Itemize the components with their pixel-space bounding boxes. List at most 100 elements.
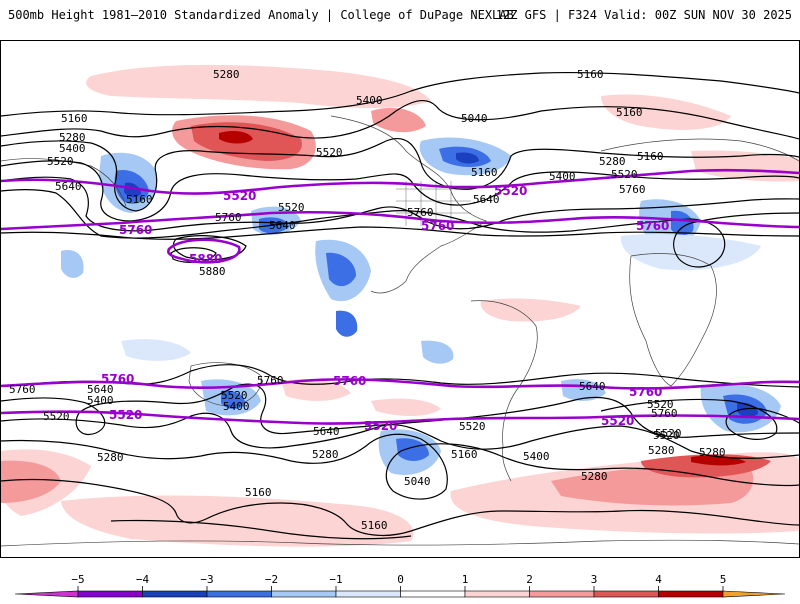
colorbar-segment bbox=[335, 590, 401, 598]
key-contour-label: 5760 bbox=[119, 223, 152, 237]
colorbar-segment bbox=[658, 590, 724, 598]
colorbar-segment bbox=[529, 590, 595, 598]
anomaly-region bbox=[691, 150, 799, 182]
key-contour-label: 5520 bbox=[601, 414, 634, 428]
contour-label: 5160 bbox=[245, 486, 272, 499]
height-contour bbox=[1, 412, 799, 459]
contour-label: 5400 bbox=[356, 94, 383, 107]
key-contour-label: 5520 bbox=[223, 189, 256, 203]
anomaly-region bbox=[396, 438, 429, 461]
key-contour-labels: 5520 5520 5760 5760 5760 5880 5760 5760 … bbox=[101, 184, 669, 433]
contour-label: 5400 bbox=[59, 142, 86, 155]
anomaly-region bbox=[601, 94, 731, 130]
contour-label: 5520 bbox=[47, 155, 74, 168]
coastline-australia bbox=[188, 362, 262, 407]
anomaly-region bbox=[61, 495, 414, 547]
contour-label: 5400 bbox=[223, 400, 250, 413]
contour-label: 5280 bbox=[213, 68, 240, 81]
colorbar-segment bbox=[77, 590, 143, 598]
anomaly-region bbox=[480, 298, 581, 322]
contour-label: 5520 bbox=[316, 146, 343, 159]
colorbar-segment bbox=[14, 590, 79, 598]
contour-label: 5280 bbox=[699, 446, 726, 459]
height-contour bbox=[170, 247, 217, 263]
colorbar-segment bbox=[400, 590, 466, 598]
contour-label: 5160 bbox=[361, 519, 388, 532]
model-run-info: 12Z GFS | F324 Valid: 00Z SUN NOV 30 202… bbox=[495, 8, 792, 22]
contour-label: 5520 bbox=[221, 389, 248, 402]
anomaly-region bbox=[1, 460, 61, 503]
height-contour bbox=[172, 235, 247, 261]
contour-label: 5640 bbox=[87, 383, 114, 396]
colorbar-segment bbox=[464, 590, 530, 598]
colorbar-tick-label: 1 bbox=[462, 573, 469, 586]
contour-label: 5520 bbox=[43, 410, 70, 423]
anomaly-region bbox=[456, 152, 479, 164]
anomaly-region bbox=[620, 234, 761, 271]
contour-5520-north bbox=[1, 168, 799, 195]
contour-label: 5280 bbox=[312, 448, 339, 461]
contour-label: 5280 bbox=[59, 131, 86, 144]
anomaly-region bbox=[219, 131, 253, 144]
colorbar-tick-label: 4 bbox=[655, 573, 662, 586]
contour-label: 5520 bbox=[611, 168, 638, 181]
anomaly-region bbox=[671, 210, 694, 236]
height-contour bbox=[1, 383, 799, 438]
contour-5880 bbox=[167, 238, 241, 264]
contour-label: 5160 bbox=[616, 106, 643, 119]
map-panel: 5280 5160 5400 5040 5160 5160 5280 5400 … bbox=[0, 40, 800, 558]
contour-label: 5760 bbox=[9, 383, 36, 396]
contour-label: 5640 bbox=[313, 425, 340, 438]
contour-label: 5160 bbox=[61, 112, 88, 125]
colorbar-tick-label: −1 bbox=[329, 573, 342, 586]
anomaly-colorbar: −5 −4 −3 −2 −1 0 1 2 3 4 5 bbox=[0, 570, 800, 600]
key-height-contours bbox=[1, 168, 799, 425]
contour-label: 5160 bbox=[471, 166, 498, 179]
colorbar-tick-label: −4 bbox=[136, 573, 150, 586]
contour-label: 5280 bbox=[648, 444, 675, 457]
height-contour bbox=[1, 71, 799, 117]
colorbar-tick-label: 5 bbox=[720, 573, 727, 586]
anomaly-region bbox=[336, 310, 358, 337]
contour-label: 5640 bbox=[473, 193, 500, 206]
colorbar-segment bbox=[142, 590, 208, 598]
colorbar-segments bbox=[14, 590, 786, 598]
contour-label: 5640 bbox=[579, 380, 606, 393]
contour-label: 5760 bbox=[407, 206, 434, 219]
height-contour bbox=[110, 519, 412, 540]
colorbar-tick-label: −5 bbox=[71, 573, 84, 586]
contour-label: 5400 bbox=[523, 450, 550, 463]
key-contour-label: 5520 bbox=[364, 419, 397, 433]
contour-label: 5880 bbox=[199, 265, 226, 278]
colorbar-tick-label: −2 bbox=[265, 573, 278, 586]
height-contour bbox=[1, 99, 799, 140]
anomaly-region bbox=[326, 252, 356, 287]
height-contour bbox=[1, 478, 799, 536]
anomaly-region bbox=[371, 107, 426, 133]
colorbar-segment bbox=[722, 590, 786, 598]
coastline-antarctica bbox=[1, 539, 799, 547]
colorbar-tick-label: −3 bbox=[200, 573, 213, 586]
positive-anomaly-shading bbox=[1, 64, 799, 547]
contour-label: 5520 bbox=[655, 427, 682, 440]
colorbar-tick-label: 3 bbox=[591, 573, 598, 586]
coastline-eurasia bbox=[1, 138, 799, 207]
coastline-africa bbox=[629, 253, 717, 387]
key-contour-label: 5760 bbox=[629, 385, 662, 399]
contour-label: 5400 bbox=[549, 170, 576, 183]
key-contour-label: 5520 bbox=[109, 408, 142, 422]
colorbar-tick-label: 0 bbox=[397, 573, 404, 586]
height-contour bbox=[1, 433, 799, 500]
key-contour-label: 5880 bbox=[189, 252, 222, 266]
contour-label: 5520 bbox=[278, 201, 305, 214]
title-bar: 500mb Height 1981–2010 Standardized Anom… bbox=[0, 0, 800, 40]
contour-label: 5640 bbox=[269, 219, 296, 232]
contour-label: 5520 bbox=[653, 429, 680, 442]
anomaly-region bbox=[421, 340, 454, 364]
key-contour-label: 5760 bbox=[101, 372, 134, 386]
anomaly-region bbox=[281, 379, 351, 401]
anomaly-map: 5280 5160 5400 5040 5160 5160 5280 5400 … bbox=[1, 64, 799, 547]
contour-label: 5160 bbox=[451, 448, 478, 461]
contour-label: 5520 bbox=[459, 420, 486, 433]
contour-label: 5760 bbox=[215, 211, 242, 224]
